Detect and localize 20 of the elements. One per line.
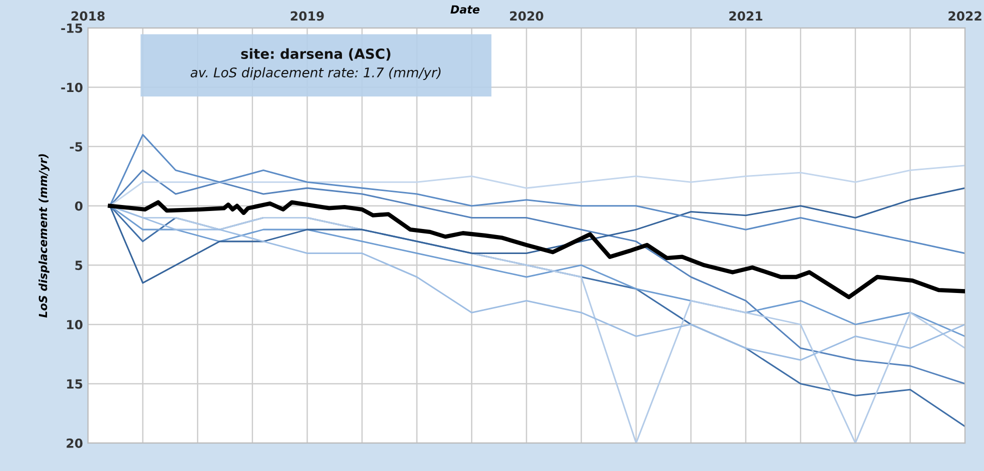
- line-series: [109, 205, 966, 338]
- y-tick-label: 5: [75, 260, 82, 270]
- line-series: [109, 164, 966, 207]
- y-tick-label: -15: [61, 24, 82, 33]
- annotation: av. LoS diplacement rate: 1.7 (mm/yr): [190, 67, 441, 80]
- x-tick-label: 2020: [510, 11, 544, 21]
- y-tick-label: 10: [67, 320, 83, 330]
- line-series: [108, 200, 966, 300]
- y-tick-label: 0: [75, 201, 83, 211]
- x-tick-label: 2022: [948, 11, 982, 21]
- y-tick-label: -5: [70, 142, 82, 152]
- y-axis-title: LoS displacement (mm/yr): [38, 154, 50, 318]
- x-axis-title: Date: [450, 5, 480, 14]
- y-tick-label: 20: [66, 438, 83, 448]
- annotation: site: darsena (ASC): [241, 48, 390, 61]
- x-tick-label: 2018: [72, 11, 105, 21]
- y-tick-label: 15: [67, 379, 82, 389]
- x-tick-label: 2021: [729, 11, 762, 21]
- y-tick-label: -10: [61, 82, 83, 92]
- x-tick-label: 2019: [290, 11, 324, 21]
